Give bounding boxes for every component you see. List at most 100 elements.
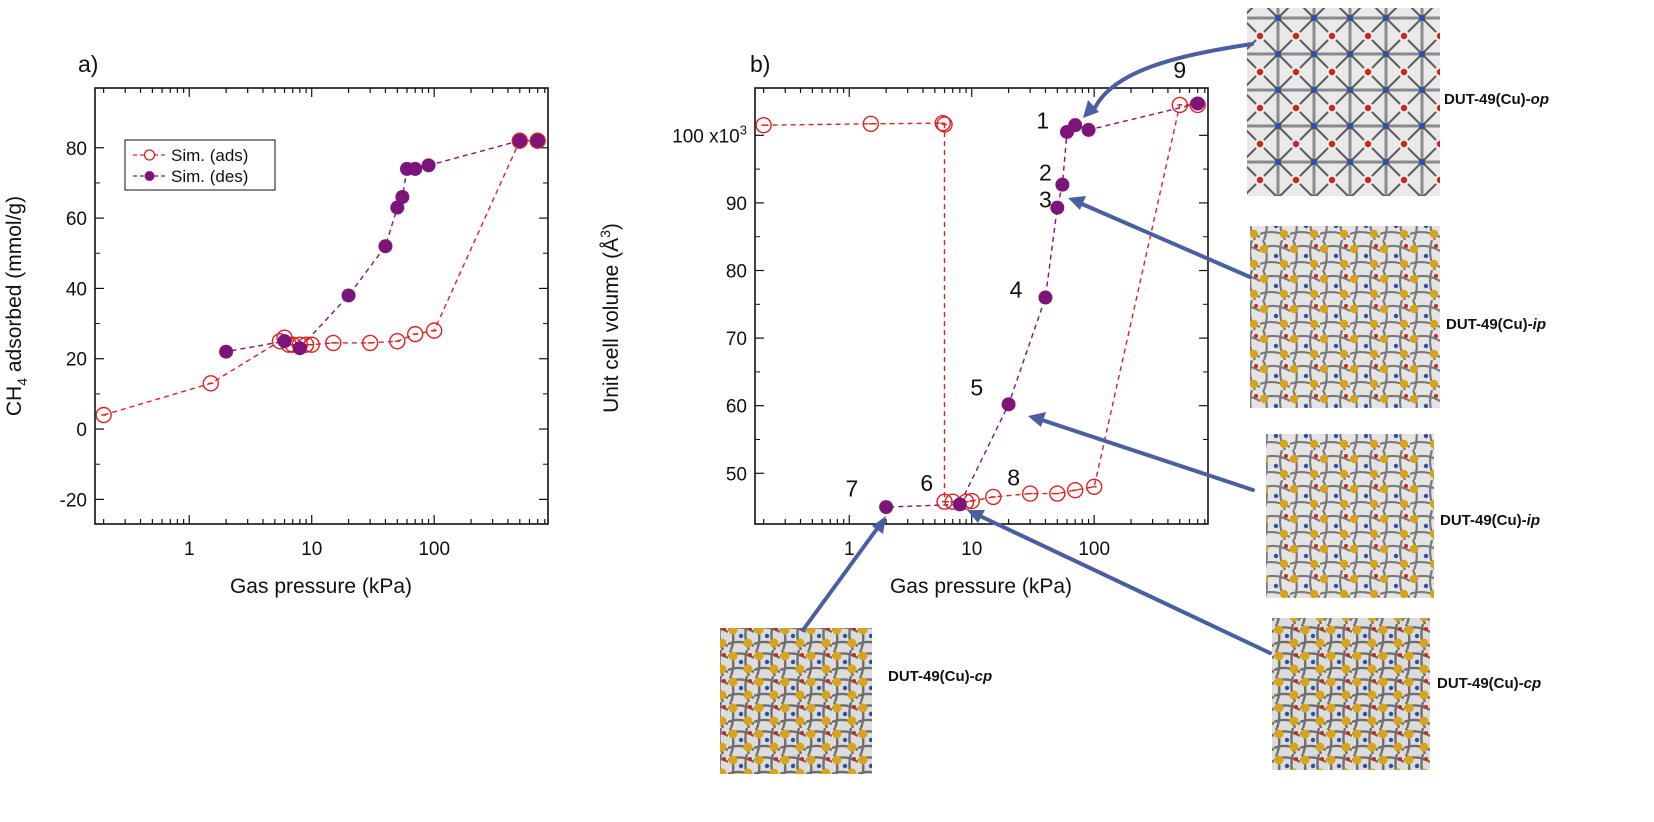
point-label-3: 3 <box>1039 187 1052 213</box>
y-tick-label-b: 50 <box>726 464 747 485</box>
data-point-a-ads <box>389 332 406 350</box>
structure-label-cp-right: DUT-49(Cu)-cp <box>1437 675 1541 692</box>
structure-images: DUT-49(Cu)-op DUT-49(Cu)-ip DUT-49(Cu)-i… <box>720 8 1549 774</box>
data-point-b-des <box>1190 96 1205 111</box>
arrow-cp-right-head <box>967 510 985 523</box>
data-point-b-ads <box>1171 96 1188 114</box>
y-tick-label-a: -20 <box>60 490 87 511</box>
data-point-b-ads <box>934 114 951 132</box>
x-axis-label-a: Gas pressure (kPa) <box>230 575 412 598</box>
panel-a-label: a) <box>78 51 98 77</box>
panel-b-label: b) <box>750 51 770 77</box>
point-label-8: 8 <box>1007 464 1020 490</box>
data-point-a-des <box>395 190 410 204</box>
data-point-b-ads <box>985 488 1002 506</box>
y-tick-label-b: 70 <box>726 329 747 350</box>
plot-b-ticks: 1 10 100 50 60 70 80 90 100 x103 <box>672 88 1208 560</box>
data-point-b-ads <box>936 116 953 133</box>
y-tick-label-a: 80 <box>66 139 87 160</box>
data-point-b-des <box>1060 124 1075 139</box>
structure-label-cp-left: DUT-49(Cu)-cp <box>888 668 992 685</box>
x-tick-label-a: 1 <box>184 539 195 560</box>
x-tick-label-a: 100 <box>418 539 450 560</box>
point-label-2: 2 <box>1039 160 1052 186</box>
point-label-6: 6 <box>920 470 933 496</box>
data-point-a-des <box>219 344 234 359</box>
data-point-b-des <box>1050 200 1065 215</box>
legend-a-box <box>124 139 276 191</box>
arrow-ip-2-head <box>1028 412 1046 427</box>
structure-label-op: DUT-49(Cu)-op <box>1444 91 1549 108</box>
series-line-a-0 <box>103 139 538 416</box>
panel-a: a) 1 10 100 -20 0 20 40 60 80 Gas pressure (kPa)… <box>3 51 549 598</box>
structure-label-ip-1: DUT-49(Cu)-ip <box>1446 316 1546 333</box>
plot-a-frame <box>94 87 549 525</box>
legend-ads-label: Sim. (ads) <box>171 146 248 165</box>
arrow-cp-left-head <box>872 516 886 534</box>
legend-des-marker <box>144 171 155 181</box>
data-point-a-des <box>292 341 307 356</box>
structure-image-cp-right <box>1272 618 1430 770</box>
plot-a-ticks: 1 10 100 -20 0 20 40 60 80 <box>60 88 548 560</box>
data-point-b-ads <box>862 115 880 133</box>
data-point-b-ads <box>1085 478 1103 496</box>
y-tick-label-a: 20 <box>66 350 87 371</box>
plot-b-points <box>755 96 1206 515</box>
data-point-a-ads <box>95 406 112 424</box>
y-tick-label-b: 90 <box>726 194 747 215</box>
point-label-5: 5 <box>970 375 983 401</box>
plot-b-lines <box>763 102 1198 508</box>
structure-image-ip-1 <box>1250 226 1440 408</box>
structure-image-cp-left <box>720 628 872 774</box>
data-point-b-ads <box>1067 482 1084 499</box>
y-axis-label-b: Unit cell volume (Å3) <box>597 223 623 413</box>
data-point-a-des <box>390 200 405 215</box>
y-tick-label-b: 100 x103 <box>672 122 747 147</box>
arrow-cp-right <box>978 514 1272 655</box>
legend-a: Sim. (ads) Sim. (des) <box>124 139 276 191</box>
data-point-a-ads <box>202 375 220 392</box>
arrow-op <box>1091 42 1254 114</box>
data-point-a-ads <box>325 334 342 352</box>
series-line-b-1 <box>886 102 1198 508</box>
x-tick-label-b: 100 <box>1078 539 1110 560</box>
point-label-9: 9 <box>1173 57 1186 83</box>
arrow-ip-2 <box>1040 418 1255 492</box>
structure-arrows <box>801 42 1272 655</box>
legend-des-label: Sim. (des) <box>171 167 248 186</box>
data-point-b-des <box>1038 290 1053 305</box>
plot-a-points <box>95 132 546 424</box>
data-point-a-ads <box>407 325 424 343</box>
data-point-b-des <box>1001 397 1016 412</box>
data-point-a-des <box>277 334 292 349</box>
structure-image-ip-2 <box>1266 434 1434 598</box>
point-label-1: 1 <box>1036 108 1049 134</box>
x-tick-label-b: 10 <box>961 539 982 560</box>
series-line-b-0 <box>763 104 1198 503</box>
plot-b-frame <box>754 87 1209 525</box>
x-tick-label-a: 10 <box>301 539 322 560</box>
data-point-a-ads <box>361 334 379 352</box>
arrow-cp-left <box>801 524 881 632</box>
data-point-a-des <box>341 288 356 303</box>
data-point-b-des <box>1055 177 1070 192</box>
data-point-a-des <box>421 158 436 173</box>
legend-ads-marker <box>143 149 156 161</box>
y-tick-label-a: 60 <box>66 209 87 230</box>
y-axis-label-a: CH4 adsorbed (mmol/g) <box>3 196 30 416</box>
arrow-op-head <box>1083 100 1099 118</box>
y-tick-label-a: 40 <box>66 279 87 300</box>
data-point-b-des <box>879 500 894 515</box>
data-point-a-des <box>530 133 545 148</box>
data-point-a-des <box>400 161 415 176</box>
data-point-a-ads <box>425 322 443 339</box>
data-point-b-des <box>952 497 967 512</box>
data-point-b-des <box>1081 122 1096 137</box>
x-axis-label-b: Gas pressure (kPa) <box>890 575 1072 598</box>
y-tick-label-b: 60 <box>726 397 747 418</box>
data-point-a-des <box>512 133 527 148</box>
data-point-b-ads <box>1049 485 1066 502</box>
